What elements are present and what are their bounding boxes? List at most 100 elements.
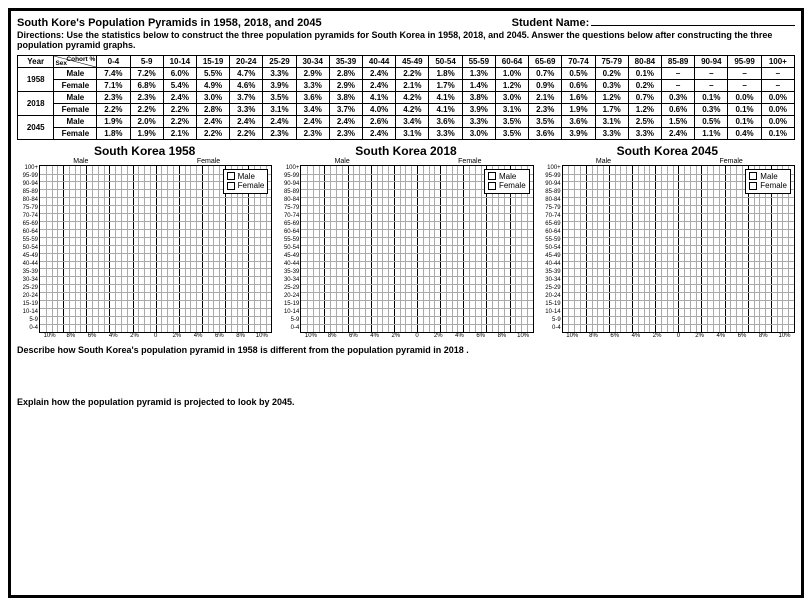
pyramid-grid: MaleFemale (300, 165, 533, 333)
col-header: 95-99 (728, 55, 761, 67)
value-cell: 0.9% (529, 79, 562, 91)
value-cell: 3.9% (562, 127, 595, 139)
value-cell: 2.3% (296, 127, 329, 139)
value-cell: 4.1% (363, 91, 396, 103)
value-cell: 1.3% (462, 67, 495, 79)
table-row: 2018Male2.3%2.3%2.4%3.0%3.7%3.5%3.6%3.8%… (18, 91, 795, 103)
pyramid: South Korea 2018 MaleFemale100+95-9990-94… (278, 144, 533, 339)
value-cell: 1.2% (628, 103, 661, 115)
value-cell: 2.4% (163, 91, 196, 103)
value-cell: 3.5% (263, 91, 296, 103)
year-cell: 2018 (18, 91, 54, 115)
value-cell: 1.6% (562, 91, 595, 103)
value-cell: 0.2% (595, 67, 628, 79)
x-axis-labels: 10%8%6%4%2%02%4%6%8%10% (39, 333, 272, 339)
value-cell: 2.1% (396, 79, 429, 91)
value-cell: 1.2% (595, 91, 628, 103)
col-header: 10-14 (163, 55, 196, 67)
value-cell: 2.1% (529, 91, 562, 103)
col-header: 15-19 (196, 55, 229, 67)
value-cell: 4.6% (230, 79, 263, 91)
value-cell: 1.9% (130, 127, 163, 139)
value-cell: – (662, 67, 695, 79)
pyramid-title: South Korea 2018 (278, 144, 533, 158)
col-header: 100+ (761, 55, 794, 67)
value-cell: 0.0% (761, 115, 794, 127)
col-header: 85-89 (662, 55, 695, 67)
value-cell: 3.7% (329, 103, 362, 115)
value-cell: 2.9% (329, 79, 362, 91)
value-cell: 3.1% (396, 127, 429, 139)
student-name-line[interactable] (591, 15, 795, 26)
table-body: 1958Male7.4%7.2%6.0%5.5%4.7%3.3%2.9%2.8%… (18, 67, 795, 139)
value-cell: 3.3% (296, 79, 329, 91)
value-cell: 3.1% (595, 115, 628, 127)
year-header: Year (18, 55, 54, 67)
value-cell: 0.3% (662, 91, 695, 103)
table-row: Female2.2%2.2%2.2%2.8%3.3%3.1%3.4%3.7%4.… (18, 103, 795, 115)
pyramid-row: South Korea 1958MaleFemale100+95-9990-94… (17, 144, 795, 339)
legend-box-female (488, 182, 496, 190)
value-cell: 3.3% (429, 127, 462, 139)
col-header: 25-29 (263, 55, 296, 67)
value-cell: 3.8% (329, 91, 362, 103)
value-cell: 3.3% (628, 127, 661, 139)
value-cell: 4.9% (196, 79, 229, 91)
grid-wrap: 100+95-9990-9485-8980-8475-7970-7465-696… (278, 165, 533, 333)
value-cell: 2.4% (230, 115, 263, 127)
value-cell: 2.0% (130, 115, 163, 127)
sub-male: Male (540, 158, 668, 165)
value-cell: 0.1% (628, 67, 661, 79)
question-1: Describe how South Korea's population py… (17, 345, 795, 355)
legend: MaleFemale (745, 169, 791, 194)
table-row: 2045Male1.9%2.0%2.2%2.4%2.4%2.4%2.4%2.4%… (18, 115, 795, 127)
value-cell: 2.4% (363, 127, 396, 139)
sex-cell: Female (54, 127, 97, 139)
sub-male: Male (278, 158, 406, 165)
value-cell: 2.4% (196, 115, 229, 127)
value-cell: 1.7% (429, 79, 462, 91)
value-cell: – (761, 67, 794, 79)
value-cell: 2.9% (296, 67, 329, 79)
y-axis-labels: 100+95-9990-9485-8980-8475-7970-7465-696… (278, 165, 300, 333)
col-header: 75-79 (595, 55, 628, 67)
value-cell: 3.9% (263, 79, 296, 91)
col-header: 55-59 (462, 55, 495, 67)
value-cell: 0.1% (695, 91, 728, 103)
value-cell: 3.5% (529, 115, 562, 127)
legend-box-female (227, 182, 235, 190)
value-cell: 0.5% (695, 115, 728, 127)
value-cell: 3.0% (495, 91, 528, 103)
value-cell: 5.5% (196, 67, 229, 79)
sex-cell: Male (54, 115, 97, 127)
value-cell: 3.6% (429, 115, 462, 127)
value-cell: 1.8% (429, 67, 462, 79)
value-cell: 1.7% (595, 103, 628, 115)
value-cell: 2.5% (628, 115, 661, 127)
value-cell: 4.0% (363, 103, 396, 115)
value-cell: 0.0% (761, 103, 794, 115)
value-cell: 2.4% (363, 67, 396, 79)
value-cell: 5.4% (163, 79, 196, 91)
value-cell: 3.5% (495, 127, 528, 139)
table-header-row: Year Cohort % Sex 0-45-910-1415-1920-242… (18, 55, 795, 67)
pyramid-title: South Korea 2045 (540, 144, 795, 158)
question-2: Explain how the population pyramid is pr… (17, 397, 795, 407)
col-header: 0-4 (97, 55, 130, 67)
value-cell: 2.8% (329, 67, 362, 79)
pyramid-grid: MaleFemale (562, 165, 795, 333)
corner-header: Cohort % Sex (54, 55, 97, 67)
value-cell: 3.6% (562, 115, 595, 127)
col-header: 65-69 (529, 55, 562, 67)
value-cell: 2.4% (363, 79, 396, 91)
value-cell: 1.9% (97, 115, 130, 127)
col-header: 5-9 (130, 55, 163, 67)
value-cell: 0.1% (761, 127, 794, 139)
sex-cell: Female (54, 79, 97, 91)
value-cell: 3.5% (495, 115, 528, 127)
legend-box-male (749, 172, 757, 180)
value-cell: – (695, 67, 728, 79)
sex-cell: Male (54, 91, 97, 103)
value-cell: 0.6% (662, 103, 695, 115)
value-cell: 7.2% (130, 67, 163, 79)
